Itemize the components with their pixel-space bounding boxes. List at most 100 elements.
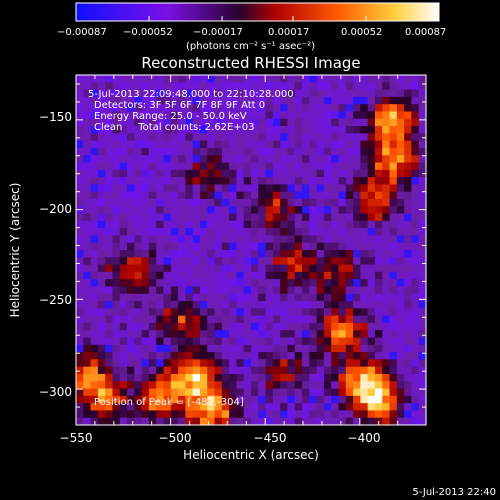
heatmap-cell	[112, 191, 121, 200]
heatmap-cell	[309, 140, 318, 149]
heatmap-cell	[243, 198, 252, 207]
heatmap-cell	[265, 198, 274, 207]
heatmap-cell	[374, 301, 383, 309]
heatmap-cell	[345, 228, 354, 237]
heatmap-cell	[185, 213, 194, 222]
heatmap-cell	[411, 257, 420, 266]
heatmap-cell	[360, 198, 369, 207]
heatmap-cell	[141, 293, 150, 302]
heatmap-cell	[199, 264, 208, 273]
heatmap-cell	[134, 133, 143, 142]
heatmap-cell	[418, 308, 426, 317]
heatmap-cell	[323, 279, 332, 288]
heatmap-cell	[353, 118, 361, 127]
heatmap-cell	[127, 417, 135, 425]
heatmap-cell	[331, 381, 340, 390]
heatmap-cell	[207, 308, 216, 317]
heatmap-cell	[90, 96, 99, 105]
heatmap-cell	[148, 191, 157, 200]
heatmap-cell	[214, 271, 223, 280]
heatmap-cell	[404, 279, 413, 288]
heatmap-cell	[389, 315, 398, 324]
heatmap-cell	[83, 177, 92, 185]
heatmap-cell	[265, 410, 274, 419]
heatmap-cell	[309, 301, 318, 309]
heatmap-cell	[396, 366, 405, 375]
heatmap-cell	[178, 373, 186, 382]
heatmap-cell	[105, 96, 114, 105]
heatmap-cell	[119, 308, 128, 317]
heatmap-cell	[148, 206, 157, 215]
heatmap-cell	[207, 322, 216, 331]
heatmap-cell	[90, 271, 99, 280]
heatmap-cell	[338, 235, 347, 244]
heatmap-cell	[404, 359, 413, 368]
heatmap-cell	[396, 352, 405, 360]
heatmap-cell	[338, 162, 347, 171]
heatmap-cell	[221, 162, 230, 171]
heatmap-cell	[97, 279, 106, 288]
heatmap-cell	[83, 133, 92, 142]
heatmap-cell	[294, 184, 303, 193]
heatmap-cell	[170, 177, 179, 185]
heatmap-cell	[367, 366, 376, 375]
heatmap-cell	[199, 140, 208, 149]
heatmap-cell	[345, 162, 354, 171]
heatmap-cell	[360, 257, 369, 266]
heatmap-cell	[367, 395, 376, 404]
heatmap-cell	[316, 381, 325, 390]
annotation-energy: Energy Range: 25.0 - 50.0 keV	[94, 111, 247, 122]
heatmap-cell	[185, 271, 194, 280]
heatmap-cell	[192, 118, 201, 127]
heatmap-cell	[112, 104, 121, 113]
heatmap-cell	[338, 198, 347, 207]
heatmap-cell	[185, 111, 194, 120]
heatmap-cell	[382, 126, 391, 134]
heatmap-cell	[353, 315, 361, 324]
heatmap-cell	[76, 388, 84, 397]
heatmap-cell	[272, 388, 281, 397]
heatmap-cell	[353, 206, 361, 215]
heatmap-cell	[345, 388, 354, 397]
heatmap-cell	[229, 75, 238, 83]
heatmap-cell	[156, 359, 165, 368]
colorbar-unit-label: (photons cm⁻² s⁻¹ asec⁻²)	[186, 41, 315, 52]
heatmap-cell	[141, 169, 150, 178]
heatmap-cell	[170, 417, 179, 425]
heatmap-cell	[112, 89, 121, 98]
heatmap-cell	[156, 177, 165, 185]
heatmap-cell	[251, 264, 259, 273]
heatmap-cell	[309, 315, 318, 324]
heatmap-cell	[251, 315, 259, 324]
heatmap-cell	[360, 250, 369, 258]
heatmap-cell	[207, 126, 216, 134]
heatmap-cell	[265, 373, 274, 382]
heatmap-cell	[214, 213, 223, 222]
heatmap-cell	[156, 75, 165, 83]
heatmap-cell	[382, 235, 391, 244]
heatmap-cell	[302, 89, 310, 98]
heatmap-cell	[338, 366, 347, 375]
heatmap-cell	[105, 82, 114, 91]
heatmap-cell	[236, 271, 245, 280]
heatmap-cell	[97, 220, 106, 229]
heatmap-cell	[287, 366, 296, 375]
heatmap-cell	[163, 155, 172, 164]
heatmap-cell	[207, 366, 216, 375]
heatmap-cell	[374, 162, 383, 171]
heatmap-cell	[229, 155, 238, 164]
heatmap-cell	[236, 191, 245, 200]
heatmap-cell	[236, 96, 245, 105]
heatmap-cell	[331, 395, 340, 404]
heatmap-cell	[178, 111, 186, 120]
heatmap-cell	[236, 89, 245, 98]
heatmap-cell	[367, 403, 376, 412]
heatmap-cell	[280, 359, 289, 368]
heatmap-cell	[251, 198, 259, 207]
heatmap-cell	[199, 177, 208, 185]
heatmap-cell	[243, 242, 252, 251]
heatmap-cell	[192, 366, 201, 375]
heatmap-cell	[185, 104, 194, 113]
heatmap-cell	[338, 410, 347, 419]
heatmap-cell	[83, 118, 92, 127]
